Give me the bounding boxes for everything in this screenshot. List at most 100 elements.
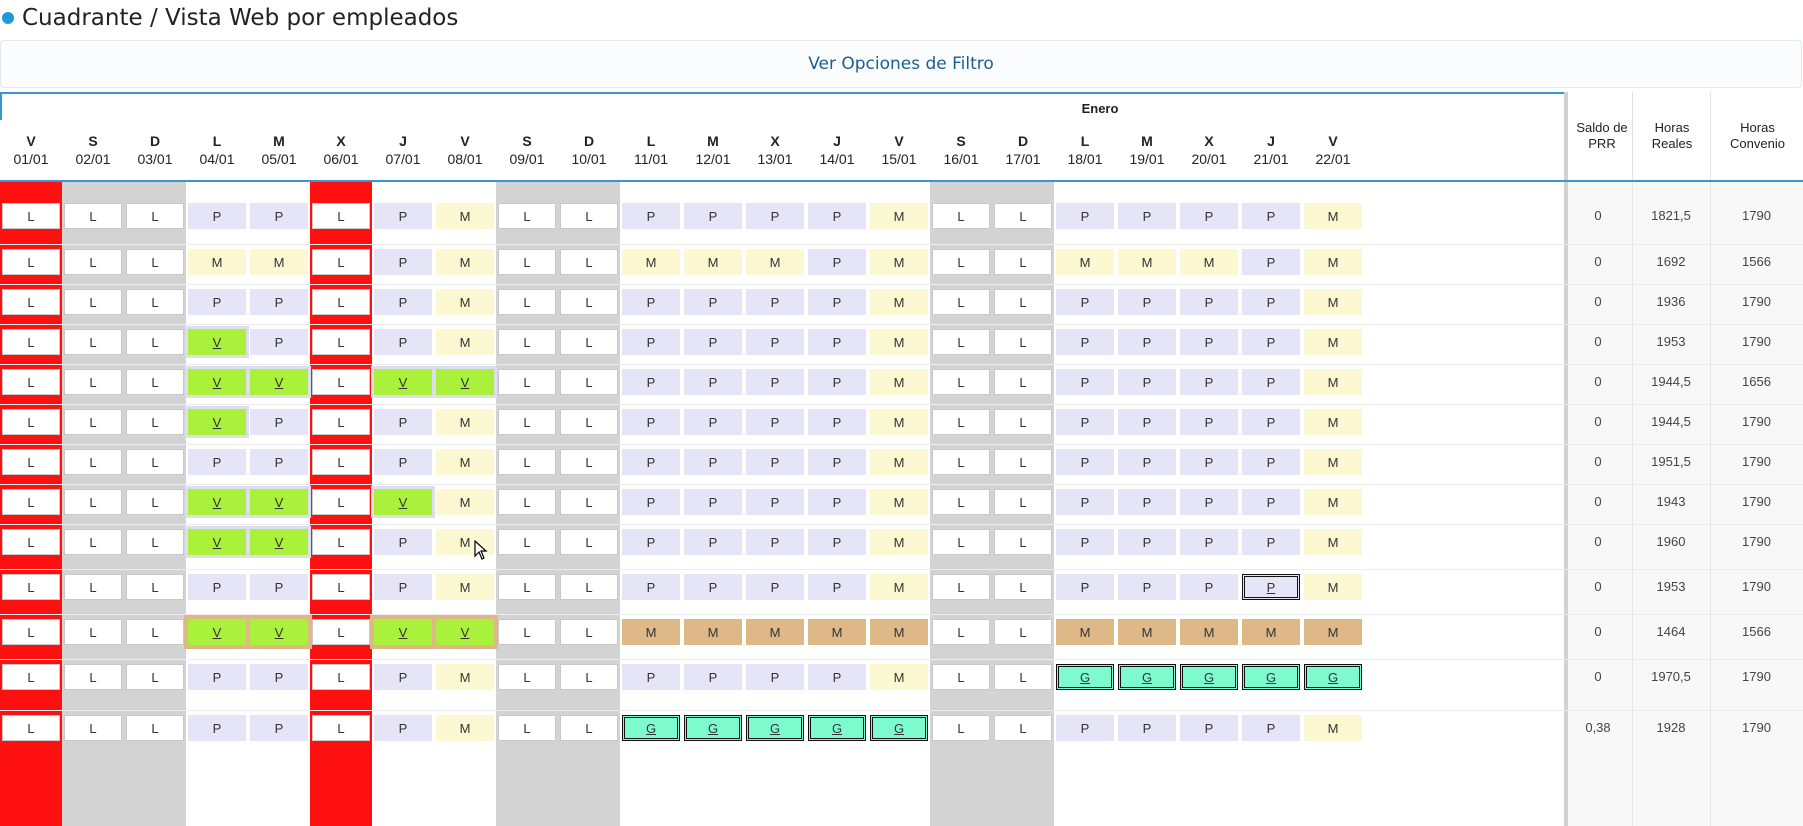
shift-cell[interactable]: L (932, 249, 990, 275)
shift-cell[interactable]: L (994, 529, 1052, 555)
shift-cell[interactable]: L (64, 489, 122, 515)
shift-cell[interactable]: P (1242, 249, 1300, 275)
shift-cell[interactable]: L (64, 664, 122, 690)
shift-cell[interactable]: P (1056, 574, 1114, 600)
shift-cell[interactable]: L (2, 249, 60, 275)
shift-cell[interactable]: L (560, 449, 618, 475)
shift-cell[interactable]: M (436, 715, 494, 741)
shift-cell[interactable]: M (870, 619, 928, 645)
shift-cell[interactable]: P (808, 529, 866, 555)
shift-cell[interactable]: M (1304, 289, 1362, 315)
shift-cell[interactable]: L (64, 329, 122, 355)
shift-cell[interactable]: P (684, 203, 742, 229)
shift-cell[interactable]: P (374, 329, 432, 355)
shift-cell[interactable]: P (1118, 529, 1176, 555)
shift-cell[interactable]: P (684, 489, 742, 515)
shift-cell[interactable]: L (312, 619, 370, 645)
shift-cell[interactable]: L (560, 203, 618, 229)
shift-cell[interactable]: M (436, 289, 494, 315)
shift-cell[interactable]: L (126, 529, 184, 555)
shift-cell[interactable]: L (994, 619, 1052, 645)
shift-cell[interactable]: V (188, 409, 246, 435)
shift-cell[interactable]: P (374, 249, 432, 275)
shift-cell[interactable]: M (1304, 203, 1362, 229)
shift-cell[interactable]: P (1118, 489, 1176, 515)
shift-cell[interactable]: L (64, 715, 122, 741)
shift-cell[interactable]: M (436, 329, 494, 355)
shift-cell[interactable]: M (870, 329, 928, 355)
shift-cell[interactable]: L (498, 619, 556, 645)
shift-cell[interactable]: M (870, 574, 928, 600)
shift-cell[interactable]: L (312, 449, 370, 475)
shift-cell[interactable]: M (1118, 619, 1176, 645)
shift-cell[interactable]: P (684, 409, 742, 435)
shift-cell[interactable]: M (870, 289, 928, 315)
shift-cell[interactable]: L (498, 449, 556, 475)
shift-cell[interactable]: L (932, 715, 990, 741)
shift-cell[interactable]: P (188, 289, 246, 315)
shift-cell[interactable]: L (498, 409, 556, 435)
shift-cell[interactable]: M (870, 489, 928, 515)
shift-cell[interactable]: L (126, 203, 184, 229)
shift-cell[interactable]: L (2, 529, 60, 555)
shift-cell[interactable]: P (1180, 574, 1238, 600)
shift-cell[interactable]: P (1242, 369, 1300, 395)
shift-cell[interactable]: M (622, 619, 680, 645)
shift-cell[interactable]: V (250, 369, 308, 395)
shift-cell[interactable]: L (498, 289, 556, 315)
shift-cell[interactable]: P (746, 529, 804, 555)
shift-cell[interactable]: P (374, 409, 432, 435)
shift-cell[interactable]: L (2, 664, 60, 690)
shift-cell[interactable]: P (188, 664, 246, 690)
shift-cell[interactable]: M (870, 203, 928, 229)
shift-cell[interactable]: L (994, 289, 1052, 315)
shift-cell[interactable]: V (188, 529, 246, 555)
shift-cell[interactable]: V (436, 619, 494, 645)
shift-cell[interactable]: P (746, 489, 804, 515)
shift-cell[interactable]: G (1118, 664, 1176, 690)
shift-cell[interactable]: M (436, 409, 494, 435)
shift-cell[interactable]: M (622, 249, 680, 275)
shift-cell[interactable]: P (684, 449, 742, 475)
shift-cell[interactable]: L (2, 619, 60, 645)
shift-cell[interactable]: P (374, 289, 432, 315)
shift-cell[interactable]: L (312, 369, 370, 395)
shift-cell[interactable]: L (560, 664, 618, 690)
shift-cell[interactable]: P (808, 329, 866, 355)
shift-cell[interactable]: M (436, 489, 494, 515)
shift-cell[interactable]: L (994, 249, 1052, 275)
shift-cell[interactable]: M (870, 449, 928, 475)
shift-cell[interactable]: P (684, 574, 742, 600)
shift-cell[interactable]: M (746, 619, 804, 645)
shift-cell[interactable]: P (1242, 289, 1300, 315)
shift-cell[interactable]: L (126, 715, 184, 741)
shift-cell[interactable]: P (1056, 715, 1114, 741)
shift-cell[interactable]: P (1118, 329, 1176, 355)
shift-cell[interactable]: V (188, 619, 246, 645)
shift-cell[interactable]: P (1118, 203, 1176, 229)
shift-cell[interactable]: P (1118, 409, 1176, 435)
shift-cell[interactable]: L (2, 329, 60, 355)
shift-cell[interactable]: P (1242, 715, 1300, 741)
shift-cell[interactable]: P (1056, 289, 1114, 315)
shift-cell[interactable]: M (436, 203, 494, 229)
shift-cell[interactable]: P (622, 409, 680, 435)
shift-cell[interactable]: P (1118, 449, 1176, 475)
shift-cell[interactable]: L (498, 329, 556, 355)
shift-cell[interactable]: P (684, 529, 742, 555)
shift-cell[interactable]: L (312, 574, 370, 600)
shift-cell[interactable]: P (1056, 449, 1114, 475)
shift-cell[interactable]: L (498, 203, 556, 229)
shift-cell[interactable]: P (1056, 369, 1114, 395)
shift-cell[interactable]: P (250, 449, 308, 475)
shift-cell[interactable]: L (2, 409, 60, 435)
shift-cell[interactable]: P (808, 449, 866, 475)
shift-cell[interactable]: L (312, 203, 370, 229)
shift-cell[interactable]: L (560, 249, 618, 275)
shift-cell[interactable]: L (994, 329, 1052, 355)
shift-cell[interactable]: P (808, 249, 866, 275)
shift-cell[interactable]: P (1242, 329, 1300, 355)
shift-cell[interactable]: G (684, 715, 742, 741)
shift-cell[interactable]: P (250, 409, 308, 435)
shift-cell[interactable]: L (498, 489, 556, 515)
